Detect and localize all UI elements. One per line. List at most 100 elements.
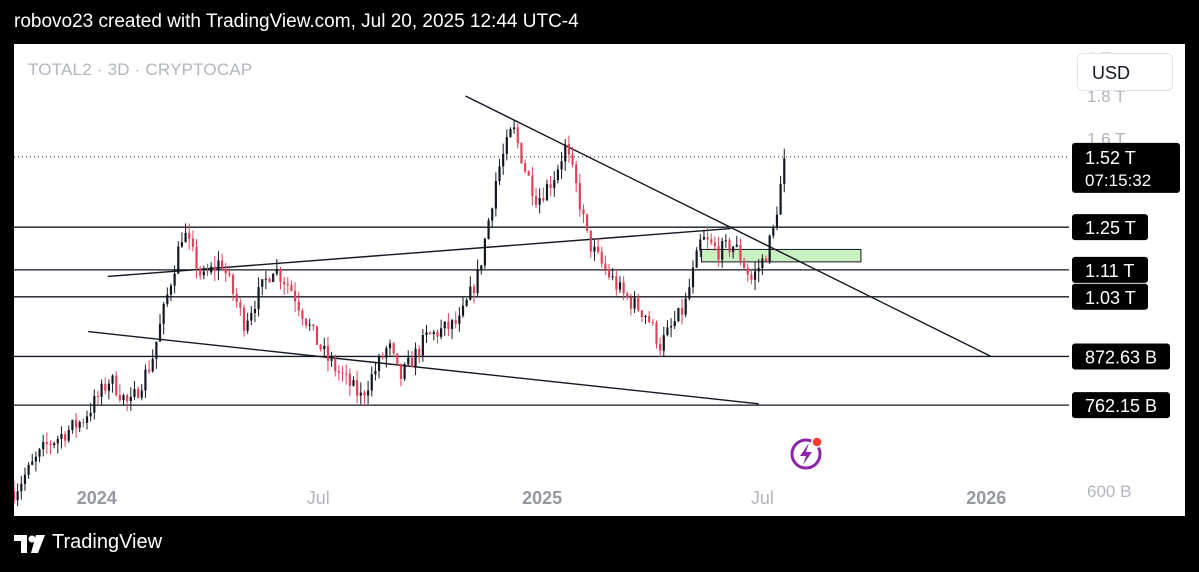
tradingview-logo-icon [14,535,45,553]
candle [129,396,132,402]
candle [629,297,633,309]
candle [363,392,366,396]
candle [662,335,665,351]
level-price-label: 762.15 B [1085,396,1157,416]
candle [202,271,205,276]
candle [739,244,742,261]
candle [377,356,381,371]
candle [297,301,300,311]
candle [151,358,154,372]
candle [96,395,100,397]
trendline [465,95,992,358]
candle [367,390,370,396]
candle [578,183,581,210]
candle [680,308,684,315]
candle [706,237,709,240]
candle [49,443,52,446]
candle [169,285,173,295]
candle [545,184,549,201]
candle [553,180,556,188]
candle [60,434,63,439]
candle [370,374,373,391]
trendline [88,330,759,405]
candle [268,278,271,283]
candle [177,246,180,274]
candle [732,246,735,253]
candle [418,348,421,356]
candle [89,412,92,417]
candle [491,208,494,221]
candle [775,214,779,228]
candle [633,298,636,309]
candle [261,279,264,288]
currency-button[interactable]: USD [1077,53,1173,91]
candle [67,429,70,441]
price-labels: 1.52 T 07:15:32 1.25 T 1.11 T 1.03 T 872.63 B… [1072,142,1180,419]
candle [337,371,340,373]
candle [334,359,337,372]
candle [78,422,81,428]
brand-name: TradingView [52,531,163,553]
countdown-label: 07:15:32 [1085,171,1151,190]
last-price-label: 1.52 T [1085,148,1136,168]
candle [476,269,479,294]
candle [505,136,508,154]
candle [14,491,16,501]
candle [768,235,771,262]
candle [107,383,111,391]
candle [42,442,45,450]
candle [556,169,560,181]
candle [286,284,289,286]
candle [615,276,618,290]
candle [184,232,187,243]
candle [166,294,169,304]
candle [684,298,687,315]
candle [699,239,702,251]
candle [487,220,490,239]
candle [275,269,278,274]
candle [764,258,768,262]
candle [414,348,417,367]
candle [224,269,227,274]
candle [702,237,706,240]
candle [622,282,625,294]
candle [323,346,326,350]
candle [85,416,89,423]
candle [461,305,465,316]
candle [122,395,125,401]
candle [144,369,147,391]
candle [717,246,720,260]
lightning-bolt-icon[interactable] [790,436,823,470]
candle [454,320,457,324]
level-price-box [1072,214,1148,241]
candle [213,266,216,271]
candle [447,321,450,329]
candle [567,144,570,155]
candle [195,246,198,269]
level-price-box [1072,256,1148,283]
candle [173,273,176,286]
candle [695,250,698,268]
candle [626,293,629,298]
candle [133,389,136,397]
candle [571,154,574,165]
candle [104,383,107,391]
candle [440,328,443,337]
candle [180,242,184,247]
candle [199,268,202,276]
candle [586,214,589,231]
candle [498,166,501,181]
candle [304,318,308,326]
candle [753,271,757,280]
candle [483,238,487,266]
candle [520,143,523,164]
candle [472,286,476,294]
candle [436,331,439,337]
candle [542,198,545,201]
candle [239,302,242,308]
candle [246,320,249,331]
candle [560,161,563,170]
candle [502,153,505,167]
